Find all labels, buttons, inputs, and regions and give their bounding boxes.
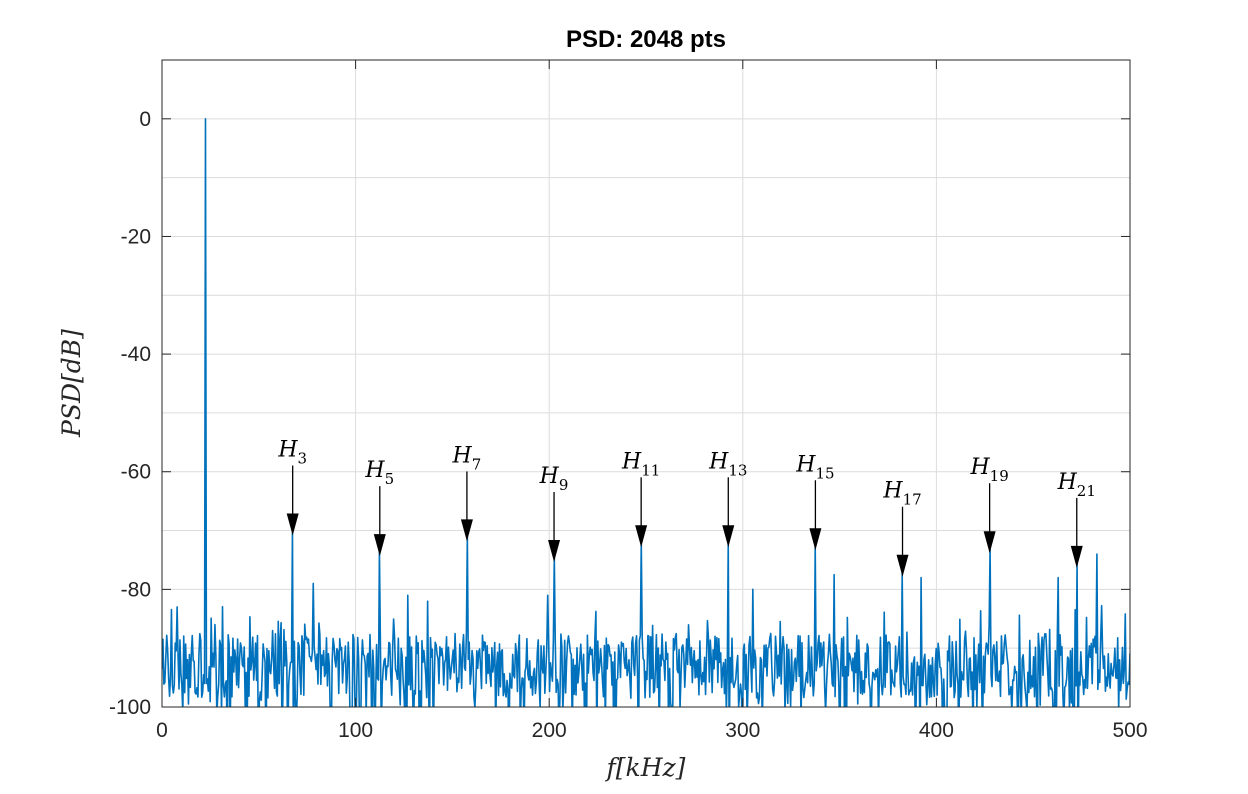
harmonic-label: H21 <box>1057 470 1096 500</box>
psd-series-line <box>162 118 1130 707</box>
harmonic-arrow-head <box>460 519 473 542</box>
x-tick-label: 100 <box>338 719 373 742</box>
harmonic-label-subscript: 19 <box>990 467 1009 485</box>
y-tick-label: -80 <box>121 578 151 601</box>
x-axis-label: f[kHz] <box>605 753 686 782</box>
x-tick-label: 500 <box>1112 719 1147 742</box>
x-tick-label: 400 <box>919 719 954 742</box>
harmonic-label: H5 <box>364 458 394 488</box>
x-tick-label: 0 <box>156 719 168 742</box>
harmonic-label-subscript: 21 <box>1077 482 1096 500</box>
y-tick-label: -40 <box>121 343 151 366</box>
harmonic-arrow-head <box>373 534 386 557</box>
harmonic-label-subscript: 3 <box>298 450 308 468</box>
harmonic-arrow-head <box>983 531 996 554</box>
harmonic-label-base: H <box>708 449 729 474</box>
harmonic-label-base: H <box>364 458 385 483</box>
harmonic-label: H3 <box>277 438 307 468</box>
harmonic-label-base: H <box>969 455 990 480</box>
chart-title: PSD: 2048 pts <box>566 26 726 53</box>
harmonic-label: H13 <box>708 449 747 479</box>
harmonic-label-subscript: 15 <box>815 464 834 482</box>
harmonic-label-subscript: 17 <box>903 491 922 509</box>
psd-series-group <box>162 118 1130 707</box>
harmonic-arrow-head <box>548 540 561 563</box>
grid-lines <box>162 60 1130 707</box>
harmonic-arrow-head <box>635 525 648 548</box>
harmonic-label-base: H <box>452 443 473 468</box>
harmonic-label-subscript: 7 <box>472 455 482 473</box>
harmonic-arrow-head <box>286 513 299 536</box>
harmonic-label: H7 <box>452 443 482 473</box>
harmonic-arrow-head <box>809 528 822 551</box>
axis-ticks: 0 100 200 300 400 500 -100 -80 -60 -40 -20 0 <box>109 60 1148 742</box>
harmonic-label-subscript: 11 <box>641 461 660 479</box>
harmonic-label-subscript: 5 <box>385 470 395 488</box>
harmonic-label-base: H <box>539 464 560 489</box>
y-tick-label: -60 <box>121 461 151 484</box>
x-tick-label: 200 <box>532 719 567 742</box>
harmonic-label-base: H <box>277 438 298 463</box>
y-tick-label: -100 <box>109 696 151 719</box>
harmonic-label-base: H <box>795 452 816 477</box>
plot-area <box>162 60 1130 707</box>
harmonic-label-subscript: 9 <box>559 476 569 494</box>
harmonic-arrow-head <box>722 525 735 548</box>
harmonic-label: H11 <box>621 449 660 479</box>
y-tick-label: -20 <box>121 225 151 248</box>
harmonic-label-base: H <box>882 479 903 504</box>
axes-box <box>161 59 1131 708</box>
harmonic-label-subscript: 13 <box>728 461 747 479</box>
harmonic-arrow-head <box>1070 545 1083 568</box>
harmonic-label-base: H <box>621 449 642 474</box>
y-axis-label: PSD[dB] <box>57 329 86 438</box>
harmonic-label: H17 <box>882 479 921 509</box>
harmonic-arrow-head <box>896 554 909 577</box>
x-tick-label: 300 <box>725 719 760 742</box>
harmonic-label-base: H <box>1057 470 1078 495</box>
y-tick-label: 0 <box>139 108 151 131</box>
harmonic-label: H19 <box>969 455 1008 485</box>
harmonic-label: H9 <box>539 464 569 494</box>
harmonic-label: H15 <box>795 452 834 482</box>
